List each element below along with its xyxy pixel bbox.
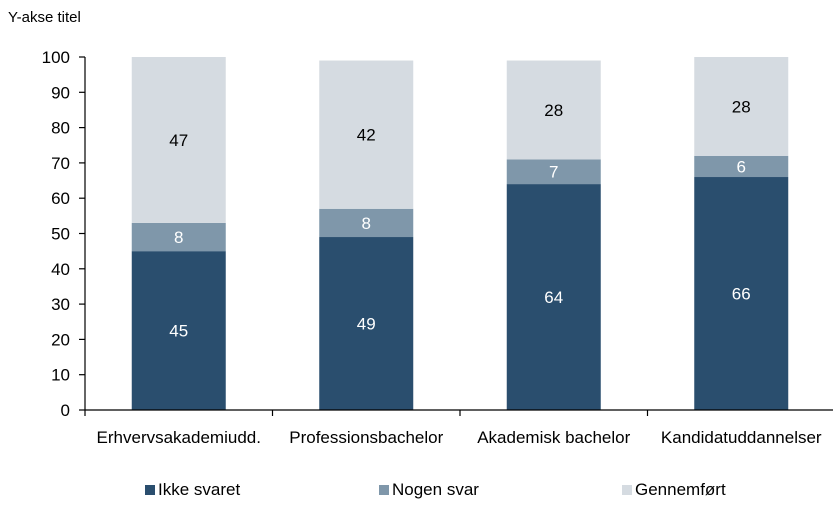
x-tick-label: Kandidatuddannelser [661,428,822,447]
legend-label: Ikke svaret [158,480,241,499]
bars-group [131,57,789,410]
y-tick-label: 90 [51,83,70,102]
y-tick-label: 10 [51,366,70,385]
data-label: 7 [549,163,558,182]
bar-segment [506,184,601,410]
bar-segment [131,222,226,252]
data-label: 45 [169,322,188,341]
axes-group: 0 10 20 30 40 50 60 70 80 90 100 Erhvervsakademiudd… [42,48,833,447]
y-tick-label: 60 [51,189,70,208]
y-tick-label: 0 [61,401,70,420]
data-label: 64 [544,288,563,307]
legend-label: Gennemført [635,480,726,499]
bar-segment [319,60,414,209]
y-axis-title: Y-akse titel [8,9,81,26]
y-tick-label: 100 [42,48,70,67]
bar-segment [694,155,789,178]
data-label: 28 [544,101,563,120]
bar-segment [319,237,414,410]
y-tick-label: 70 [51,154,70,173]
bar-segment [319,208,414,238]
bar-segment [131,251,226,410]
legend-swatch [145,485,155,495]
bar-segment [506,159,601,185]
bar-segment [506,60,601,160]
legend-item-nogen-svar: Nogen svar [379,480,479,500]
y-tick-label: 20 [51,330,70,349]
y-tick-label: 30 [51,295,70,314]
data-label: 6 [737,157,746,176]
bar-segment [694,177,789,410]
legend-label: Nogen svar [392,480,479,499]
x-tick-label: Erhvervsakademiudd. [97,428,261,447]
bar-segment [131,57,226,223]
data-label: 66 [732,285,751,304]
x-tick-label: Akademisk bachelor [477,428,630,447]
data-label: 47 [169,131,188,150]
data-label: 49 [357,315,376,334]
data-label: 42 [357,126,376,145]
data-label: 8 [362,214,371,233]
y-tick-label: 50 [51,225,70,244]
data-label: 28 [732,97,751,116]
data-label: 8 [174,228,183,247]
legend-item-gennemfoert: Gennemført [622,480,726,500]
y-tick-label: 40 [51,260,70,279]
y-tick-label: 80 [51,119,70,138]
bar-segment [694,57,789,156]
legend-swatch [622,485,632,495]
legend-swatch [379,485,389,495]
x-tick-label: Professionsbachelor [289,428,443,447]
legend-item-ikke-svaret: Ikke svaret [145,480,240,500]
